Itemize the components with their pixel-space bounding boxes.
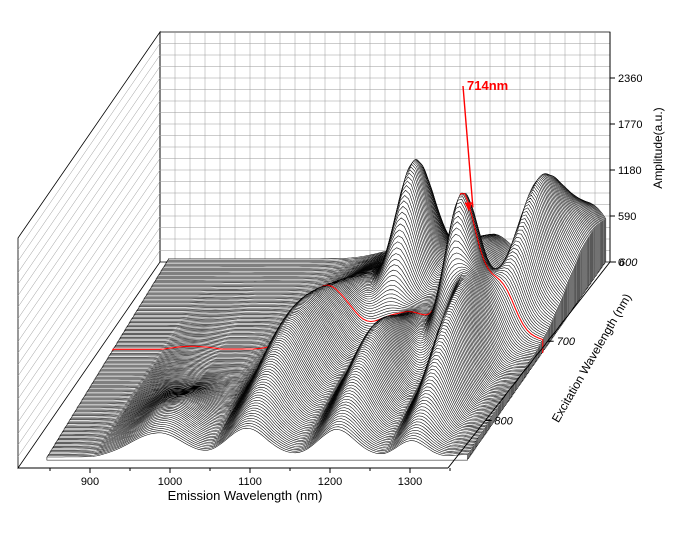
spectra-curves [46, 158, 607, 461]
z-tick-label: 2360 [618, 73, 642, 85]
left-grid-line [17, 169, 161, 377]
peak-annotation-label: 714nm [467, 78, 508, 93]
z-tick-label: 0 [618, 257, 624, 269]
y-tick-label: 600 [619, 257, 638, 269]
left-wall [17, 30, 161, 470]
z-tick-label: 1770 [618, 119, 642, 131]
x-tick-label: 900 [81, 476, 99, 488]
z-axis-label: Amplitude(a.u.) [651, 107, 665, 188]
z-tick-label: 590 [618, 211, 636, 223]
left-grid-line [17, 54, 161, 262]
left-grid-line [17, 112, 161, 319]
y-axis-line [447, 261, 611, 469]
left-grid-line [17, 227, 161, 434]
annotation-arrow-line [462, 85, 474, 208]
z-tick-label: 1180 [618, 165, 642, 177]
left-grid-line [17, 146, 161, 354]
x-tick-label: 1000 [158, 476, 182, 488]
left-grid-line [17, 250, 161, 457]
left-grid-line [17, 43, 161, 250]
y-tick-label: 700 [557, 336, 576, 348]
x-tick-label: 1300 [398, 476, 422, 488]
x-axis-label: Emission Wavelength (nm) [168, 488, 323, 503]
left-grid-line [17, 215, 161, 423]
left-grid-line [17, 89, 161, 296]
left-grid-line [17, 100, 161, 308]
left-grid-line [17, 66, 161, 273]
left-grid-line [17, 204, 161, 411]
left-grid-line [17, 238, 161, 446]
y-tick-label: 800 [494, 415, 513, 427]
x-tick-label: 1100 [238, 476, 262, 488]
axes: 900 1000 1100 1200 1300 600 700 800 0 590 1180 1770… [18, 32, 642, 488]
left-grid-line [17, 77, 161, 285]
left-grid-line [17, 192, 161, 400]
x-tick-label: 1200 [318, 476, 342, 488]
annotation-arrow-head [464, 202, 473, 212]
left-grid-line [17, 181, 161, 388]
left-grid-line [17, 123, 161, 331]
spectrum-curve [46, 427, 468, 461]
left-grid-line [17, 158, 161, 365]
left-grid-line [17, 135, 161, 342]
